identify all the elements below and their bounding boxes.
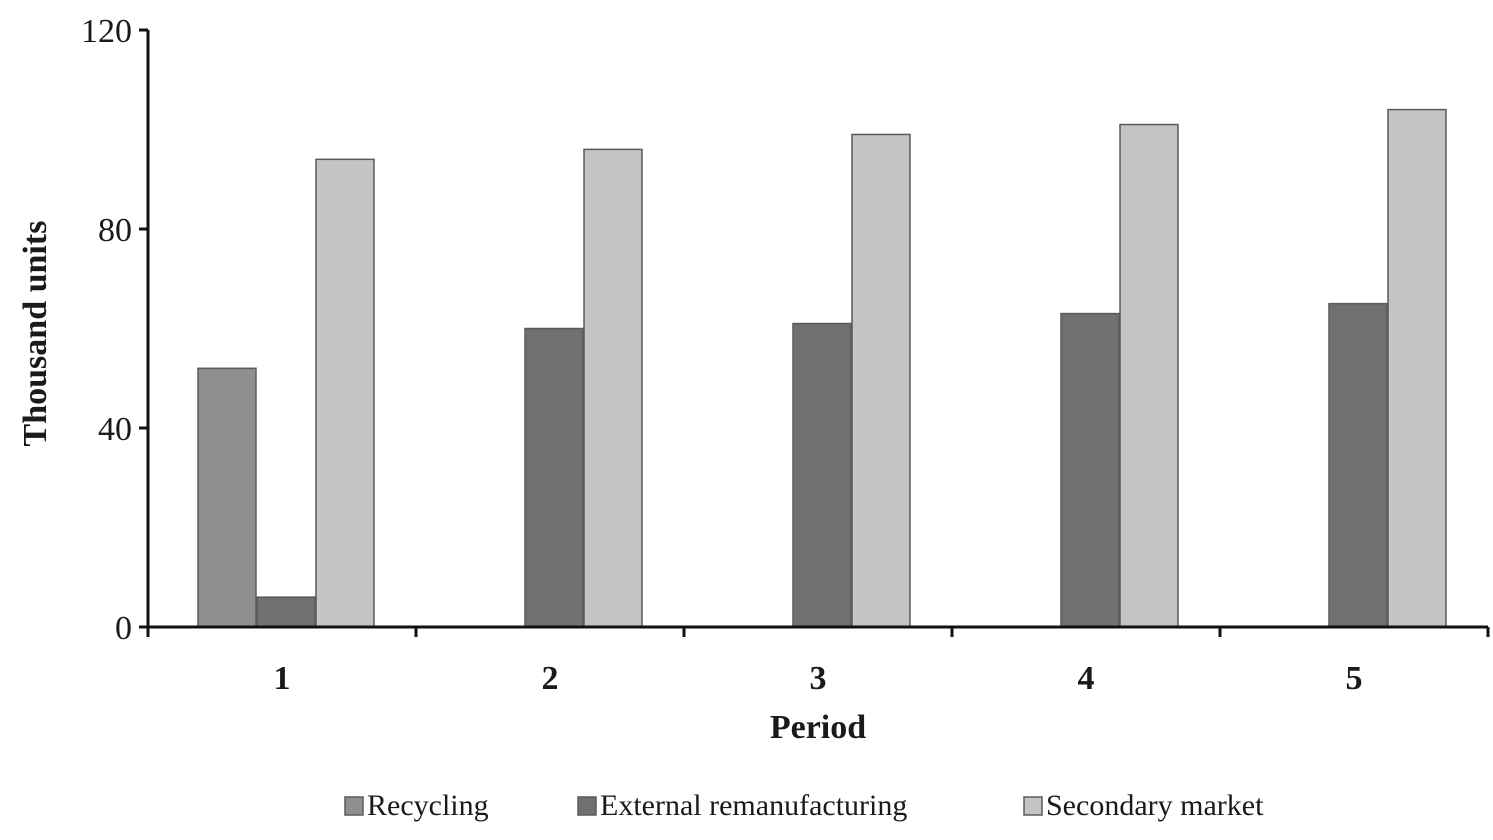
x-tick-label: 3: [810, 660, 827, 697]
bar-external-remanufacturing-period-1: [256, 596, 316, 628]
bar-secondary-market-period-4: [1119, 123, 1179, 628]
y-tick-label: 0: [115, 610, 132, 647]
y-axis-title: Thousand units: [17, 221, 54, 447]
bar-external-remanufacturing-period-2: [524, 327, 584, 628]
y-tick-label: 40: [98, 411, 132, 448]
axes-group: [146, 30, 1488, 629]
bar-secondary-market-period-2: [583, 148, 643, 628]
legend: Recycling External remanufacturing Seconda…: [344, 789, 1264, 822]
x-tick-label: 5: [1346, 660, 1363, 697]
x-tick-label: 2: [542, 660, 559, 697]
y-tick-label: 80: [98, 212, 132, 249]
legend-swatch-recycling: [344, 796, 364, 816]
bar-secondary-market-period-5: [1387, 108, 1447, 628]
bar-external-remanufacturing-period-4: [1060, 312, 1120, 628]
y-tick-label: 120: [81, 13, 132, 50]
bar-secondary-market-period-3: [851, 133, 911, 628]
legend-label-external-remanufacturing: External remanufacturing: [600, 789, 907, 822]
bars-group: [197, 108, 1447, 628]
x-ticks-group: 1 2 3 4 5: [146, 627, 1490, 697]
x-axis-title: Period: [770, 709, 866, 746]
legend-label-recycling: Recycling: [367, 789, 489, 822]
legend-swatch-secondary-market: [1023, 796, 1043, 816]
bar-external-remanufacturing-period-3: [792, 322, 852, 628]
bar-external-remanufacturing-period-5: [1328, 302, 1388, 628]
x-tick-label: 4: [1078, 660, 1095, 697]
y-ticks-group: 0 40 80 120: [81, 13, 148, 647]
legend-swatch-external-remanufacturing: [577, 796, 597, 816]
bar-secondary-market-period-1: [315, 158, 375, 628]
bar-recycling-period-1: [197, 367, 257, 628]
x-tick-label: 1: [274, 660, 291, 697]
legend-label-secondary-market: Secondary market: [1046, 789, 1264, 822]
